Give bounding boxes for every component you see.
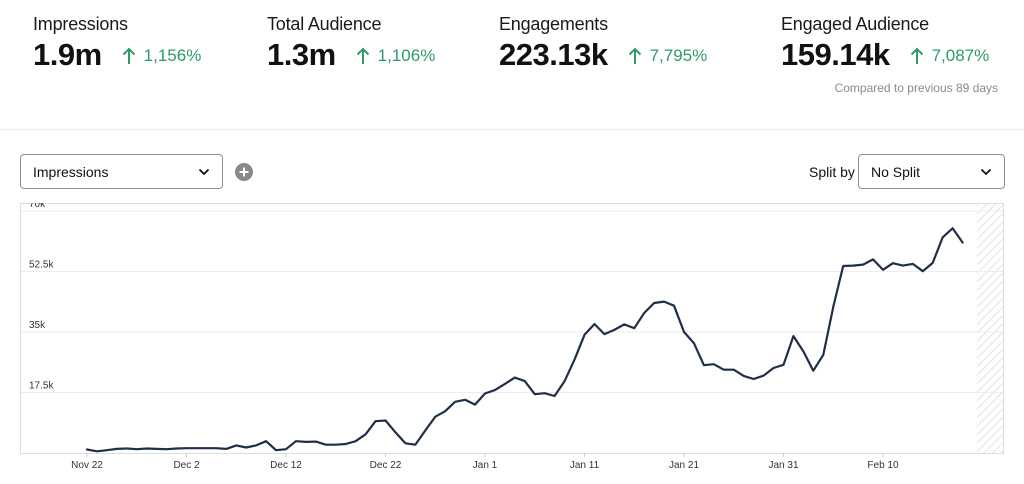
x-tick-label: Nov 22 bbox=[71, 460, 103, 471]
split-by-label: Split by bbox=[809, 164, 855, 180]
y-tick-label: 35k bbox=[29, 320, 46, 331]
arrow-up-icon bbox=[122, 47, 135, 64]
metric-change: 1,156% bbox=[122, 46, 202, 66]
metric-value: 159.14k bbox=[781, 37, 890, 72]
metric-impressions: Impressions 1.9m 1,156% bbox=[33, 14, 201, 73]
arrow-up-icon bbox=[628, 47, 641, 64]
split-dropdown-value: No Split bbox=[871, 163, 921, 180]
plot-area bbox=[20, 203, 1004, 454]
chevron-down-icon bbox=[980, 168, 992, 176]
x-tick-label: Jan 1 bbox=[473, 460, 498, 471]
x-tick-label: Jan 31 bbox=[768, 460, 798, 471]
section-divider bbox=[0, 129, 1024, 130]
incomplete-period-shade bbox=[977, 204, 1003, 453]
metric-change: 7,087% bbox=[910, 46, 990, 66]
x-tick-label: Dec 22 bbox=[370, 460, 402, 471]
metric-engaged-audience: Engaged Audience 159.14k 7,087% bbox=[781, 14, 989, 73]
metric-label: Engaged Audience bbox=[781, 14, 929, 34]
metric-dropdown[interactable]: Impressions bbox=[20, 154, 223, 189]
y-tick-label: 17.5k bbox=[29, 381, 54, 392]
metric-change-value: 7,795% bbox=[649, 46, 708, 65]
arrow-up-icon bbox=[356, 47, 369, 64]
metric-change: 1,106% bbox=[356, 46, 436, 66]
y-tick-label: 52.5k bbox=[29, 260, 54, 271]
x-tick-label: Jan 11 bbox=[570, 460, 600, 471]
metric-engagements: Engagements 223.13k 7,795% bbox=[499, 14, 707, 73]
metric-change: 7,795% bbox=[628, 46, 708, 66]
x-tick-label: Dec 12 bbox=[270, 460, 302, 471]
metric-value: 1.3m bbox=[267, 37, 336, 72]
x-tick-label: Jan 21 bbox=[669, 460, 699, 471]
chevron-down-icon bbox=[198, 168, 210, 176]
x-tick-label: Feb 10 bbox=[867, 460, 899, 471]
metric-value: 223.13k bbox=[499, 37, 608, 72]
chart-canvas: 17.5k 35k 52.5k 70k Nov 22 Dec 2 Dec 12 Dec 22… bbox=[20, 203, 1004, 471]
impressions-line-chart: 17.5k 35k 52.5k 70k Nov 22 Dec 2 Dec 12 Dec 22… bbox=[20, 203, 1004, 475]
metric-total-audience: Total Audience 1.3m 1,106% bbox=[267, 14, 435, 73]
comparison-note: Compared to previous 89 days bbox=[834, 81, 998, 95]
arrow-up-icon bbox=[910, 47, 923, 64]
series-line bbox=[85, 227, 964, 453]
metric-dropdown-value: Impressions bbox=[33, 163, 109, 180]
x-tick-label: Dec 2 bbox=[173, 460, 200, 471]
metric-label: Impressions bbox=[33, 14, 128, 34]
split-dropdown[interactable]: No Split bbox=[858, 154, 1005, 189]
metric-change-value: 1,106% bbox=[377, 46, 436, 65]
metric-value: 1.9m bbox=[33, 37, 102, 72]
y-tick-label: 70k bbox=[29, 203, 46, 210]
metric-change-value: 1,156% bbox=[143, 46, 202, 65]
plus-circle-icon[interactable] bbox=[235, 163, 253, 181]
metrics-summary: Impressions 1.9m 1,156% Total Audience 1… bbox=[0, 0, 1024, 130]
metric-label: Engagements bbox=[499, 14, 608, 34]
metric-label: Total Audience bbox=[267, 14, 382, 34]
metric-change-value: 7,087% bbox=[931, 46, 990, 65]
